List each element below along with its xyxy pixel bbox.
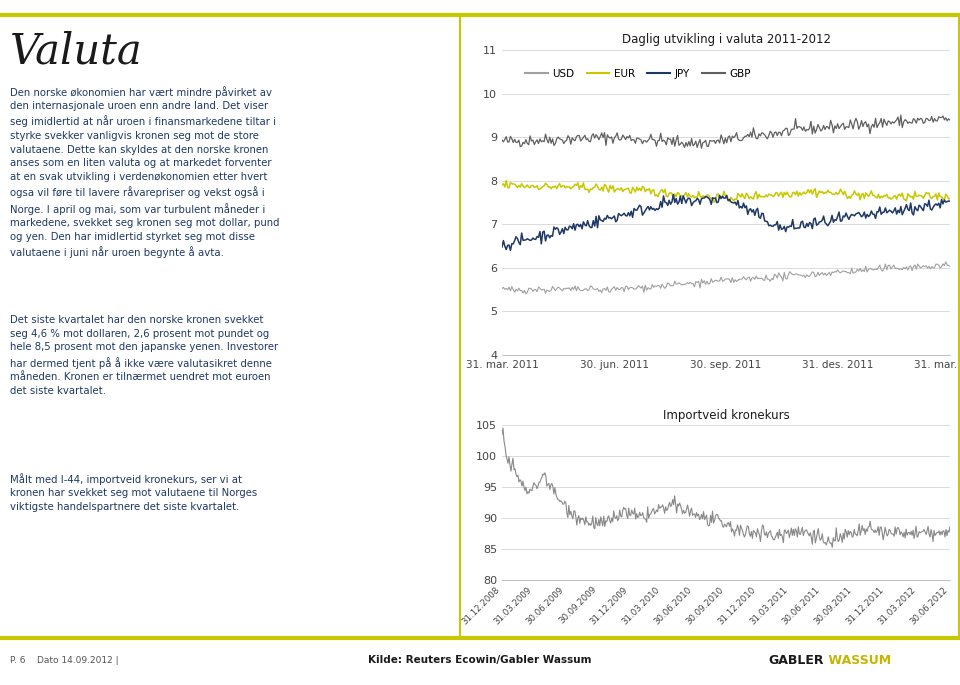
EUR <box>563 183 574 191</box>
EUR <box>892 191 903 199</box>
Text: Det siste kvartalet har den norske kronen svekket
seg 4,6 % mot dollaren, 2,6 pr: Det siste kvartalet har den norske krone… <box>10 315 277 396</box>
EUR <box>731 196 742 204</box>
JPY <box>667 190 679 199</box>
Line: GBP: GBP <box>502 115 950 148</box>
USD <box>563 284 574 292</box>
GBP <box>696 144 708 152</box>
USD <box>814 271 826 279</box>
GBP <box>496 136 508 144</box>
GBP <box>866 123 877 131</box>
EUR <box>821 189 832 197</box>
USD <box>891 264 902 272</box>
USD <box>866 265 877 273</box>
Text: P. 6    Dato 14.09.2012 |: P. 6 Dato 14.09.2012 | <box>10 656 118 665</box>
JPY <box>821 220 832 228</box>
Legend: USD, EUR, JPY, GBP: USD, EUR, JPY, GBP <box>520 64 755 83</box>
GBP <box>895 111 906 119</box>
Line: EUR: EUR <box>502 181 950 202</box>
JPY <box>731 201 742 209</box>
JPY <box>815 218 827 226</box>
GBP <box>945 116 956 124</box>
JPY <box>505 247 516 255</box>
JPY <box>496 243 508 251</box>
GBP <box>561 136 572 145</box>
GBP <box>730 132 741 140</box>
Text: Kilde: Reuters Ecowin/Gabler Wassum: Kilde: Reuters Ecowin/Gabler Wassum <box>369 656 591 665</box>
Text: Den norske økonomien har vært mindre påvirket av
den internasjonale uroen enn an: Den norske økonomien har vært mindre påv… <box>10 86 279 258</box>
USD <box>819 269 830 277</box>
USD <box>520 290 532 298</box>
Line: USD: USD <box>502 262 950 294</box>
GBP <box>819 125 830 134</box>
JPY <box>892 206 903 214</box>
USD <box>496 284 508 292</box>
Text: Valuta: Valuta <box>10 31 142 73</box>
EUR <box>945 195 956 203</box>
Title: Daglig utvikling i valuta 2011-2012: Daglig utvikling i valuta 2011-2012 <box>621 33 830 46</box>
Title: Importveid kronekurs: Importveid kronekurs <box>662 410 789 423</box>
Text: WASSUM: WASSUM <box>824 654 891 667</box>
JPY <box>563 226 574 234</box>
EUR <box>708 198 720 206</box>
JPY <box>867 210 878 219</box>
USD <box>730 275 741 284</box>
JPY <box>945 197 956 205</box>
EUR <box>500 177 512 185</box>
Text: GABLER: GABLER <box>768 654 824 667</box>
EUR <box>496 181 508 189</box>
GBP <box>891 116 902 124</box>
EUR <box>867 191 878 199</box>
EUR <box>815 188 827 197</box>
USD <box>945 262 956 271</box>
USD <box>940 258 951 266</box>
GBP <box>814 123 826 132</box>
Line: JPY: JPY <box>502 195 950 251</box>
Text: Målt med I-44, importveid kronekurs, ser vi at
kronen har svekket seg mot valuta: Målt med I-44, importveid kronekurs, ser… <box>10 473 257 512</box>
